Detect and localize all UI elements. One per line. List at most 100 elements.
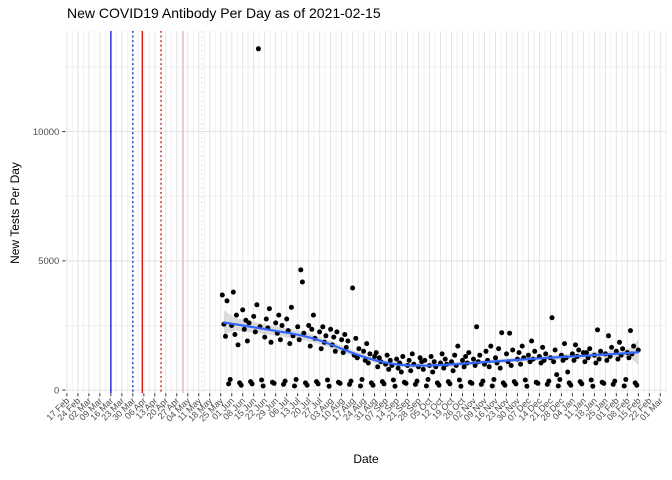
scatter-point — [593, 360, 599, 366]
scatter-point — [353, 335, 359, 341]
scatter-point — [631, 343, 637, 349]
scatter-point — [299, 279, 305, 285]
scatter-point — [491, 377, 497, 382]
scatter-point — [262, 334, 268, 340]
scatter-point — [439, 351, 445, 357]
scatter-point — [471, 356, 476, 362]
scatter-point — [588, 377, 594, 383]
scatter-point — [315, 381, 321, 387]
confidence-ribbon — [223, 310, 639, 368]
scatter-point — [513, 381, 519, 387]
scatter-point — [423, 383, 429, 389]
scatter-point — [277, 337, 283, 343]
scatter-point — [408, 368, 414, 374]
scatter-point — [634, 382, 640, 388]
scatter-point — [226, 381, 232, 387]
scatter-point — [350, 285, 356, 291]
scatter-point — [240, 307, 246, 313]
scatter-point — [339, 337, 345, 343]
scatter-point — [337, 380, 343, 386]
scatter-point — [332, 348, 338, 354]
scatter-point — [359, 377, 365, 382]
scatter-point — [325, 377, 330, 383]
scatter-point — [295, 324, 301, 330]
scatter-point — [552, 347, 558, 353]
scatter-point — [224, 298, 230, 304]
scatter-point — [364, 341, 370, 347]
scatter-point — [442, 356, 448, 362]
scatter-point — [499, 330, 505, 336]
scatter-point — [372, 354, 378, 359]
scatter-point — [452, 352, 458, 358]
scatter-point — [461, 364, 467, 370]
scatter-point — [601, 380, 607, 386]
scatter-point — [296, 337, 302, 343]
scatter-point — [251, 313, 257, 319]
scatter-point — [260, 383, 266, 389]
scatter-point — [227, 377, 233, 382]
scatter-point — [238, 382, 244, 388]
scatter-point — [320, 324, 326, 330]
scatter-point — [540, 344, 546, 350]
scatter-point — [621, 383, 627, 389]
scatter-point — [266, 306, 272, 312]
scatter-point — [361, 348, 367, 354]
scatter-point — [331, 334, 337, 340]
scatter-point — [358, 383, 363, 389]
scatter-point — [293, 377, 299, 382]
scatter-point — [598, 348, 604, 354]
scatter-point — [422, 357, 428, 363]
scatter-point — [455, 343, 461, 349]
scatter-point — [403, 380, 409, 386]
scatter-point — [301, 330, 307, 336]
scatter-point — [398, 369, 404, 375]
scatter-point — [328, 326, 334, 332]
scatter-point — [535, 380, 541, 386]
scatter-point — [246, 320, 252, 326]
scatter-point — [276, 312, 282, 318]
scatter-point — [307, 343, 313, 349]
scatter-point — [554, 372, 560, 378]
scatter-point — [504, 351, 509, 357]
scatter-point — [489, 383, 495, 389]
scatter-point — [400, 354, 406, 359]
scatter-point — [235, 342, 241, 348]
scatter-point — [252, 329, 258, 335]
x-axis-title: Date — [353, 452, 379, 466]
scatter-point — [365, 360, 371, 366]
scatter-point — [343, 344, 349, 350]
scatter-point — [431, 359, 437, 365]
scatter-point — [573, 342, 578, 348]
scatter-point — [292, 383, 297, 389]
scatter-point — [502, 382, 508, 388]
scatter-point — [472, 363, 478, 368]
scatter-point — [284, 316, 290, 322]
scatter-point — [376, 355, 382, 361]
scatter-point — [334, 329, 340, 335]
scatter-point — [582, 359, 588, 365]
scatter-point — [428, 354, 434, 359]
scatter-point — [420, 366, 426, 372]
y-tick-label: 0 — [54, 385, 59, 396]
scatter-point — [356, 346, 362, 352]
scatter-point — [460, 357, 465, 363]
scatter-point — [450, 368, 456, 374]
scatter-point — [441, 365, 447, 371]
scatter-point — [255, 46, 261, 52]
scatter-point — [254, 302, 260, 308]
scatter-point — [617, 339, 622, 345]
scatter-point — [477, 352, 483, 358]
scatter-point — [340, 350, 346, 356]
scatter-point — [463, 354, 469, 359]
scatter-point — [447, 381, 453, 387]
scatter-point — [287, 341, 293, 347]
scatter-point — [282, 378, 288, 384]
scatter-point — [249, 381, 255, 387]
scatter-point — [590, 383, 596, 389]
scatter-point — [510, 347, 516, 353]
scatter-point — [384, 352, 390, 358]
scatter-point — [529, 338, 535, 344]
y-tick-label: 10000 — [33, 127, 59, 138]
